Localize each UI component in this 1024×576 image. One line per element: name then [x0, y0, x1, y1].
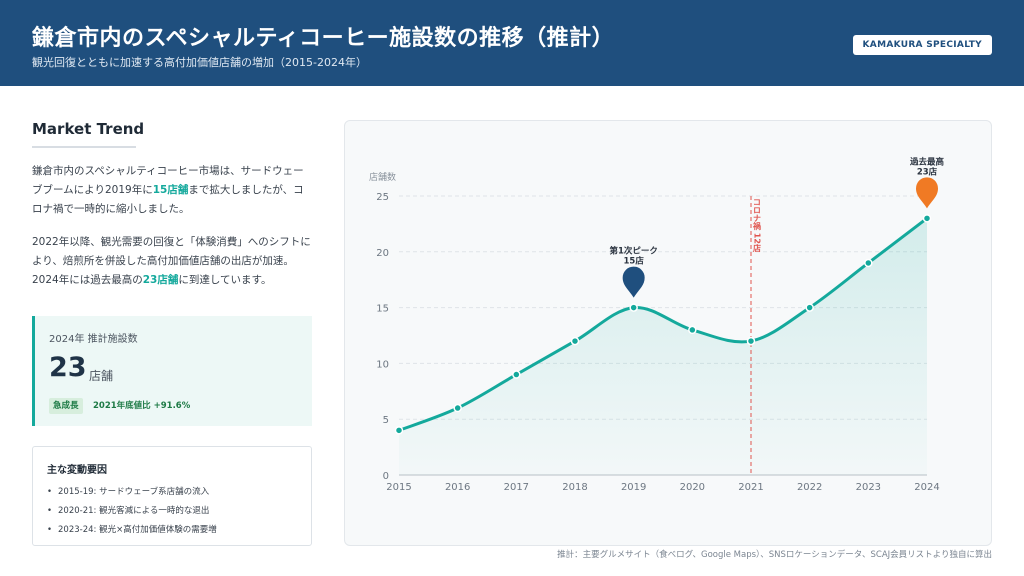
y-tick-label: 10 — [376, 359, 389, 370]
y-tick-label: 25 — [376, 192, 389, 203]
growth-badge: 急成長 — [49, 398, 83, 414]
y-tick-label: 15 — [376, 304, 389, 315]
list-item: 2015-19: サードウェーブ系店舗の流入 — [47, 483, 217, 502]
data-point — [512, 370, 521, 379]
market-trend-panel: Market Trend 鎌倉市内のスペシャルティコーヒー市場は、サードウェーブ… — [32, 120, 312, 290]
annotation-value: 15店 — [623, 256, 644, 267]
line-chart: 店舗数 0 5 10 15 20 25 2015 2016 2017 2018 2019 2020 202… — [369, 156, 945, 493]
data-point — [629, 303, 638, 312]
source-note: 推計：主要グルメサイト（食べログ、Google Maps）、SNSロケーションデ… — [557, 550, 992, 560]
x-tick-label: 2022 — [797, 482, 822, 493]
stat-card: 2024年 推計施設数 23 店舗 急成長 2021年底値比 +91.6% — [32, 316, 312, 426]
y-tick-label: 0 — [383, 471, 389, 482]
annotation-label: 過去最高 — [909, 156, 945, 167]
data-point — [570, 336, 580, 346]
page-subtitle: 観光回復とともに加速する高付加価値店舗の増加（2015-2024年） — [32, 56, 367, 69]
para2-text: 2022年以降、観光需要の回復と「体験消費」へのシフトにより、焙煎所を併設した高… — [32, 236, 311, 286]
list-item: 2023-24: 観光×高付加価値体験の需要増 — [47, 521, 217, 540]
annotation-label: 第1次ピーク — [609, 246, 657, 257]
data-point — [746, 336, 756, 346]
chart-panel: 店舗数 0 5 10 15 20 25 2015 2016 2017 2018 2019 2020 202… — [344, 120, 992, 546]
trend-paragraph-2: 2022年以降、観光需要の回復と「体験消費」へのシフトにより、焙煎所を併設した高… — [32, 233, 312, 290]
marker-pin — [622, 266, 645, 298]
data-point — [394, 426, 404, 435]
x-tick-label: 2017 — [504, 482, 529, 493]
stat-value: 23 — [49, 352, 87, 383]
para2-highlight: 23店舗 — [142, 274, 179, 286]
brand-badge: KAMAKURA SPECIALTY — [852, 35, 992, 55]
para2-text-end: に到達しています。 — [178, 274, 272, 286]
stat-label: 2024年 推計施設数 — [49, 334, 138, 345]
para1-text-end: まで拡大しましたが、コロナ禍で一時的に縮小しました。 — [32, 184, 304, 215]
x-tick-label: 2021 — [738, 482, 763, 493]
page-header: 鎌倉市内のスペシャルティコーヒー施設数の推移（推計） 観光回復とともに加速する高… — [0, 0, 1024, 86]
section-heading: Market Trend — [32, 120, 144, 148]
factors-card: 主な変動要因 2015-19: サードウェーブ系店舗の流入 2020-21: 観… — [32, 446, 312, 546]
y-tick-label: 20 — [376, 248, 389, 259]
data-point — [864, 258, 873, 268]
data-point — [453, 403, 462, 413]
series-area — [399, 218, 927, 475]
list-item: 2020-21: 観光客減による一時的な退出 — [47, 502, 217, 521]
stat-unit: 店舗 — [89, 369, 114, 383]
data-point — [688, 325, 697, 335]
x-tick-label: 2019 — [621, 482, 646, 493]
factors-list: 2015-19: サードウェーブ系店舗の流入 2020-21: 観光客減による一… — [47, 483, 217, 540]
y-axis-label: 店舗数 — [369, 171, 396, 183]
y-tick-label: 5 — [383, 415, 389, 426]
x-tick-label: 2015 — [386, 482, 411, 493]
x-tick-label: 2020 — [680, 482, 705, 493]
para1-text: 鎌倉市内のスペシャルティコーヒー市場は、サードウェーブブームにより2019年に — [32, 165, 304, 196]
factors-heading: 主な変動要因 — [47, 465, 107, 476]
stat-change: 2021年底値比 +91.6% — [93, 401, 191, 411]
para1-highlight: 15店舗 — [152, 184, 189, 196]
covid-annotation: コロナ禍 12店 — [753, 198, 762, 253]
x-tick-label: 2023 — [856, 482, 881, 493]
trend-paragraph-1: 鎌倉市内のスペシャルティコーヒー市場は、サードウェーブブームにより2019年に1… — [32, 162, 312, 219]
x-tick-label: 2018 — [562, 482, 587, 493]
data-point — [805, 303, 814, 312]
x-tick-label: 2024 — [914, 482, 939, 493]
annotation-value: 23店 — [917, 166, 938, 177]
series-line — [397, 216, 929, 432]
page-title: 鎌倉市内のスペシャルティコーヒー施設数の推移（推計） — [32, 26, 615, 51]
data-point — [922, 214, 932, 223]
x-tick-label: 2016 — [445, 482, 470, 493]
marker-pin — [916, 177, 938, 209]
